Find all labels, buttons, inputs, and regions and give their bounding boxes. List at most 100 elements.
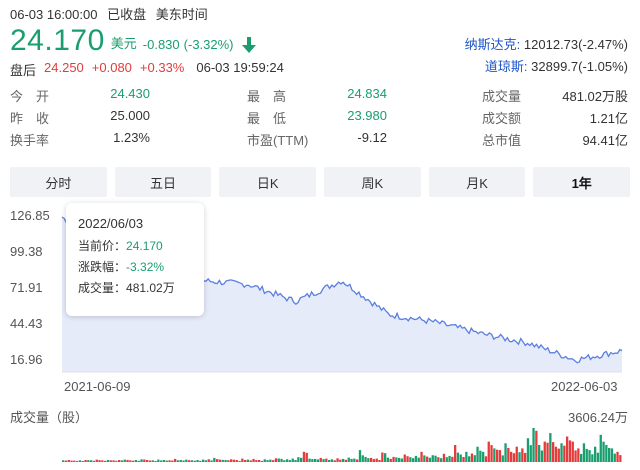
volume-bar: [507, 447, 510, 462]
volume-bar: [64, 460, 68, 462]
volume-bar: [353, 458, 356, 462]
stat-label: 最 低: [247, 111, 287, 126]
volume-bar: [235, 460, 238, 462]
volume-bar: [246, 459, 250, 462]
stat-label: 总市值: [482, 133, 522, 148]
x-tick-label: 2022-06-03: [551, 379, 618, 394]
tab-five-day[interactable]: 五日: [114, 167, 212, 197]
volume-bar: [602, 441, 605, 462]
volume-bar: [263, 459, 266, 462]
volume-bar: [465, 451, 468, 462]
volume-bar: [596, 452, 600, 462]
volume-bar: [395, 457, 398, 462]
volume-bar: [168, 460, 171, 462]
volume-bar: [448, 455, 451, 462]
volume-bar: [501, 455, 504, 462]
volume-bar: [526, 438, 530, 462]
volume-bar: [412, 458, 415, 462]
volume-bar: [255, 460, 258, 462]
arrow-down-icon: [241, 37, 256, 53]
volume-bar: [179, 460, 182, 462]
after-hours-change-pct: +0.33%: [139, 60, 185, 75]
volume-bar: [456, 452, 460, 462]
volume-bar: [146, 460, 149, 462]
volume-bar: [188, 460, 191, 462]
market-status: 已收盘: [107, 7, 147, 22]
stat-label: 市盈(TTM): [247, 133, 309, 148]
volume-bar: [375, 458, 378, 462]
volume-bar: [87, 460, 90, 462]
volume-bar: [364, 456, 367, 462]
volume-bar: [129, 460, 132, 462]
volume-bar: [437, 457, 440, 462]
tab-one-year[interactable]: 1年: [533, 167, 631, 197]
volume-bar: [196, 460, 199, 462]
volume-bar: [221, 459, 224, 462]
volume-bar: [476, 446, 479, 462]
volume-bar: [70, 460, 73, 462]
volume-bar: [468, 456, 471, 462]
volume-bar: [115, 460, 118, 462]
volume-bar: [540, 450, 544, 462]
volume-bar: [367, 458, 370, 462]
tab-monthly-k[interactable]: 月K: [428, 167, 526, 197]
index-value: 12012.73(-2.47%): [523, 37, 628, 52]
after-hours-price: 24.250: [44, 60, 84, 75]
volume-bar: [347, 457, 350, 462]
volume-bar: [571, 441, 574, 462]
volume-bar: [552, 442, 555, 462]
volume-bar: [118, 460, 121, 462]
volume-bar: [538, 445, 541, 462]
volume-bar: [591, 454, 594, 462]
index-name-link[interactable]: 道琼斯:: [484, 59, 528, 74]
volume-bar: [370, 457, 373, 462]
volume-bar: [328, 460, 331, 462]
market-status-line: 06-03 16:00:00 已收盘 美东时间: [10, 4, 214, 23]
volume-bar: [386, 457, 390, 462]
volume-bar: [470, 453, 474, 462]
volume-bar: [554, 446, 558, 462]
stat-value: 24.430: [110, 86, 150, 101]
tab-weekly-k[interactable]: 周K: [324, 167, 421, 197]
tooltip-volume-label: 成交量：: [78, 281, 127, 295]
volume-bar: [81, 461, 84, 462]
volume-bar: [515, 446, 518, 462]
volume-bar: [524, 452, 527, 462]
volume-bar: [291, 458, 294, 462]
stat-label: 换手率: [10, 133, 50, 148]
volume-bar: [336, 458, 339, 462]
volume-bar: [123, 459, 126, 462]
tab-intraday[interactable]: 分时: [10, 167, 107, 197]
tooltip-volume: 481.02万: [126, 281, 175, 295]
volume-bar: [165, 460, 168, 462]
tooltip-date: 2022/06/03: [78, 216, 144, 231]
quote-stats-grid: 今 开 24.430 最 高 24.834 成交量 481.02万股 昨 收 2…: [10, 86, 630, 152]
tab-daily-k[interactable]: 日K: [219, 167, 317, 197]
volume-bar: [616, 451, 619, 462]
volume-bar: [157, 459, 160, 462]
volume-bar: [414, 455, 418, 462]
index-name-link[interactable]: 纳斯达克:: [464, 37, 521, 52]
stat-label: 成交量: [482, 89, 522, 104]
stat-value: 481.02万股: [562, 89, 628, 104]
volume-bar: [193, 460, 196, 462]
volume-bar: [154, 461, 157, 462]
volume-bar: [577, 448, 580, 462]
volume-bar: [417, 457, 420, 462]
volume-bar: [482, 451, 485, 462]
stat-value: 24.834: [347, 86, 387, 101]
volume-bar: [473, 455, 476, 462]
stats-row: 昨 收 25.000 最 低 23.980 成交额 1.21亿: [10, 108, 630, 130]
volume-bar: [568, 440, 572, 462]
stat-value: 25.000: [110, 108, 150, 123]
y-tick-label: 71.91: [10, 280, 43, 295]
volume-bar: [484, 456, 488, 462]
volume-bar: [78, 460, 82, 462]
volume-bar: [98, 460, 101, 462]
volume-bar: [560, 443, 563, 462]
volume-bar: [232, 459, 236, 462]
volume-bar: [224, 460, 227, 462]
volume-bar: [311, 459, 314, 462]
volume-bar: [496, 449, 499, 462]
x-tick-label: 2021-06-09: [64, 379, 131, 394]
